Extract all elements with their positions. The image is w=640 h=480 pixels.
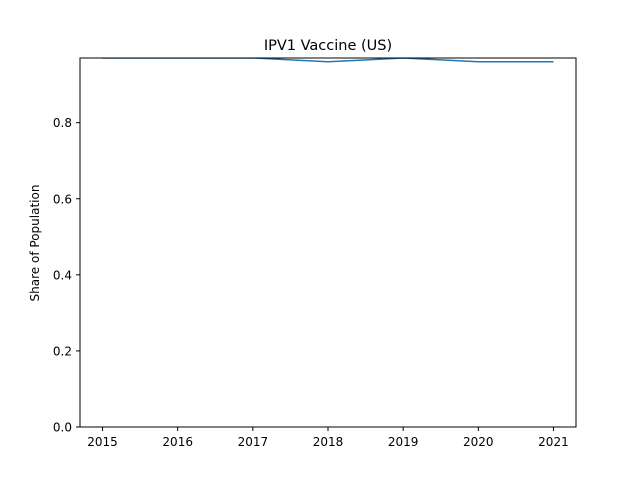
y-tick-label: 0.8 <box>53 116 72 130</box>
x-tick-label: 2018 <box>313 435 344 449</box>
plot-area: 2015 2016 2017 2018 2019 2020 2021 0.0 0.2 0.4 0.6… <box>53 58 569 449</box>
x-tick-label: 2021 <box>538 435 569 449</box>
x-tick-label: 2019 <box>388 435 419 449</box>
y-axis-label: Share of Population <box>28 185 42 302</box>
y-tick-label: 0.4 <box>53 268 72 282</box>
x-tick-label: 2017 <box>238 435 269 449</box>
x-tick-label: 2015 <box>87 435 118 449</box>
chart-title: IPV1 Vaccine (US) <box>264 38 392 54</box>
series-line <box>102 58 554 63</box>
y-tick-label: 0.6 <box>53 192 72 206</box>
x-tick-label: 2016 <box>162 435 193 449</box>
axes-frame <box>79 57 577 428</box>
y-tick-label: 0.2 <box>53 344 72 358</box>
y-tick-label: 0.0 <box>53 421 72 435</box>
x-tick-label: 2020 <box>463 435 494 449</box>
